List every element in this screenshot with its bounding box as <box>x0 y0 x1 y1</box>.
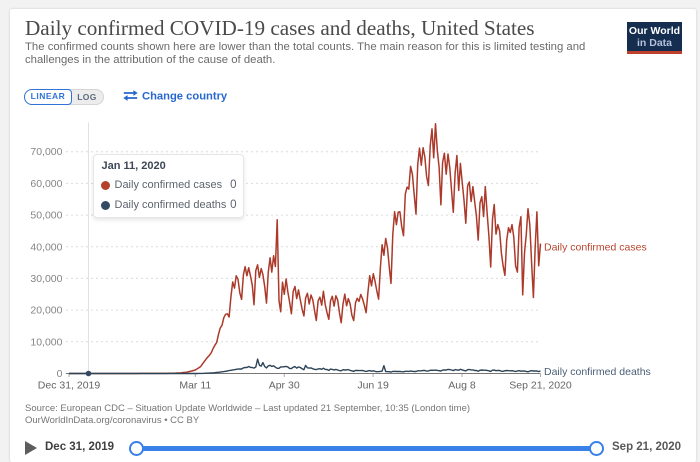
svg-text:Aug 8: Aug 8 <box>448 380 476 392</box>
svg-text:40,000: 40,000 <box>30 241 62 253</box>
svg-text:30,000: 30,000 <box>30 273 62 285</box>
svg-text:Mar 11: Mar 11 <box>179 380 211 392</box>
svg-text:60,000: 60,000 <box>30 178 62 190</box>
svg-text:Sep 21, 2020: Sep 21, 2020 <box>509 380 572 392</box>
svg-text:10,000: 10,000 <box>30 336 62 348</box>
svg-text:Daily confirmed deaths: Daily confirmed deaths <box>544 366 651 378</box>
svg-text:Dec 31, 2019: Dec 31, 2019 <box>38 380 101 392</box>
svg-text:0: 0 <box>57 368 63 380</box>
svg-text:20,000: 20,000 <box>30 305 62 317</box>
svg-text:50,000: 50,000 <box>30 210 62 222</box>
svg-text:Jun 19: Jun 19 <box>357 380 389 392</box>
svg-text:Daily confirmed cases: Daily confirmed cases <box>544 242 647 254</box>
svg-text:Apr 30: Apr 30 <box>269 380 300 392</box>
svg-text:70,000: 70,000 <box>30 146 62 158</box>
